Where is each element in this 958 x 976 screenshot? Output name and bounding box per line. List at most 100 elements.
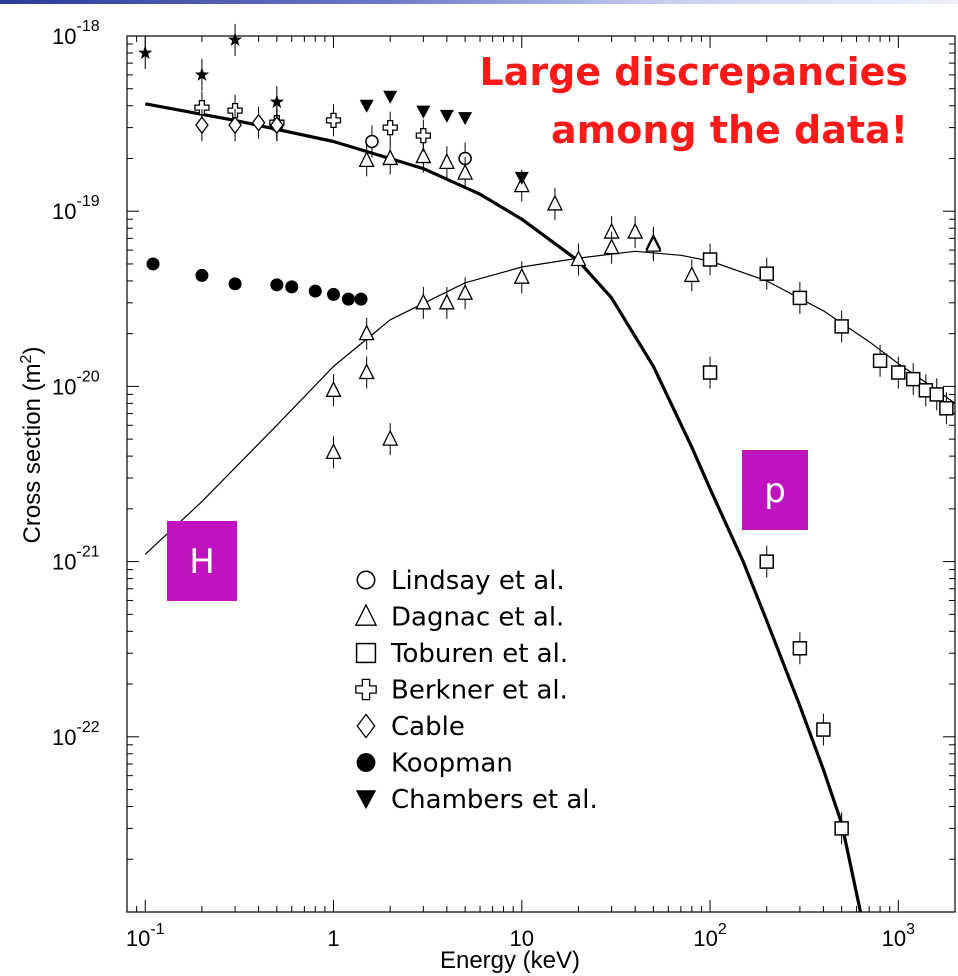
data-point xyxy=(457,283,474,300)
series-cable xyxy=(195,106,284,142)
data-point xyxy=(270,116,284,135)
y-tick-label: 10-19 xyxy=(52,193,100,224)
data-point xyxy=(891,365,906,380)
curve-tag-p: p xyxy=(742,450,808,530)
x-tick-label: 102 xyxy=(693,921,726,951)
data-point xyxy=(834,319,849,334)
data-point xyxy=(570,250,587,267)
data-point xyxy=(251,113,266,132)
x-axis-title: Energy (keV) xyxy=(440,947,580,974)
data-point xyxy=(382,429,399,446)
x-tick-label: 103 xyxy=(882,921,915,951)
data-point xyxy=(308,284,322,298)
x-tick-label: 1 xyxy=(327,926,339,951)
data-point xyxy=(438,293,455,310)
data-point xyxy=(228,277,242,291)
data-point xyxy=(325,442,342,460)
tick-labels: 10-1 1 10 102 103 10-18 10-19 10-20 10-21 10-22 xyxy=(52,18,915,951)
legend-marker xyxy=(356,753,376,772)
legend-marker xyxy=(355,642,377,664)
data-point xyxy=(603,238,620,255)
data-point xyxy=(645,235,662,252)
legend-label: Toburen et al. xyxy=(390,639,568,669)
data-point xyxy=(269,94,284,109)
data-point xyxy=(358,324,375,341)
curve-tag-label: p xyxy=(764,471,786,511)
data-point xyxy=(683,265,700,283)
data-point xyxy=(327,287,341,301)
curve-tag-box xyxy=(742,450,808,530)
data-point xyxy=(416,105,431,119)
data-point xyxy=(341,292,355,306)
data-point xyxy=(270,278,284,292)
data-point xyxy=(759,554,774,569)
data-point xyxy=(382,119,398,136)
legend-item: Lindsay et al. xyxy=(356,566,565,596)
data-point xyxy=(382,149,399,166)
legend-label: Dagnac et al. xyxy=(391,603,564,633)
data-point xyxy=(358,363,375,380)
curve-tag-label: H xyxy=(189,542,215,582)
data-point xyxy=(194,99,210,116)
y-axis-title-unit-exp: 2 xyxy=(18,354,35,363)
plot-border xyxy=(126,35,956,913)
y-axis-title: Cross section (m2) xyxy=(18,347,46,544)
legend-label: Lindsay et al. xyxy=(391,566,565,596)
data-point xyxy=(513,267,530,284)
data-point xyxy=(228,116,242,135)
y-tick-label: 10-21 xyxy=(52,544,100,575)
data-markers xyxy=(138,23,954,845)
data-point xyxy=(195,268,209,282)
data-point xyxy=(939,401,954,416)
y-axis-title-close: ) xyxy=(19,347,46,355)
data-point xyxy=(792,641,808,656)
data-point xyxy=(358,150,375,168)
series-chambers-et-al xyxy=(359,90,529,185)
data-point xyxy=(325,380,342,397)
data-point xyxy=(439,109,454,123)
legend-item: Chambers et al. xyxy=(355,785,598,815)
data-point xyxy=(872,353,888,369)
legend-label: Berkner et al. xyxy=(391,676,568,706)
data-point xyxy=(354,292,368,306)
x-tick-label: 10-1 xyxy=(126,921,165,951)
data-point xyxy=(415,127,431,144)
data-point xyxy=(759,266,774,281)
y-tick-label: 10-22 xyxy=(52,719,100,750)
legend-item: Cable xyxy=(356,712,465,742)
data-point xyxy=(792,290,808,306)
data-point xyxy=(195,116,209,135)
data-point xyxy=(438,152,455,170)
data-point xyxy=(702,252,718,267)
legend-item: Berkner et al. xyxy=(355,676,568,706)
data-point xyxy=(194,67,210,81)
legend-marker xyxy=(356,713,376,739)
headline-line-2: among the data! xyxy=(551,108,908,152)
slide-header-bar xyxy=(0,0,958,4)
data-point xyxy=(227,32,243,46)
y-axis-title-main: Cross section (m xyxy=(19,363,46,543)
data-point xyxy=(458,112,473,126)
series-unlabeled-stars xyxy=(138,23,284,119)
legend-label: Cable xyxy=(391,712,465,742)
data-point xyxy=(816,722,831,737)
curve-H xyxy=(144,250,955,555)
y-tick-label: 10-20 xyxy=(52,368,100,399)
headline-line-1: Large discrepancies xyxy=(479,50,908,94)
axis-ticks xyxy=(126,35,956,913)
curve-tag-h: H xyxy=(167,521,237,601)
data-point xyxy=(415,293,432,310)
series-toburen-et-al xyxy=(702,243,954,845)
data-point xyxy=(702,365,718,380)
legend-marker xyxy=(354,603,378,626)
data-point xyxy=(514,171,529,185)
legend-item: Koopman xyxy=(356,749,513,779)
legend-item: Toburen et al. xyxy=(355,639,568,669)
data-point xyxy=(138,45,153,59)
data-point xyxy=(285,280,299,294)
y-tick-label: 10-18 xyxy=(52,18,100,49)
data-point xyxy=(359,99,374,113)
plot-frame xyxy=(126,35,956,913)
data-point xyxy=(905,371,921,387)
